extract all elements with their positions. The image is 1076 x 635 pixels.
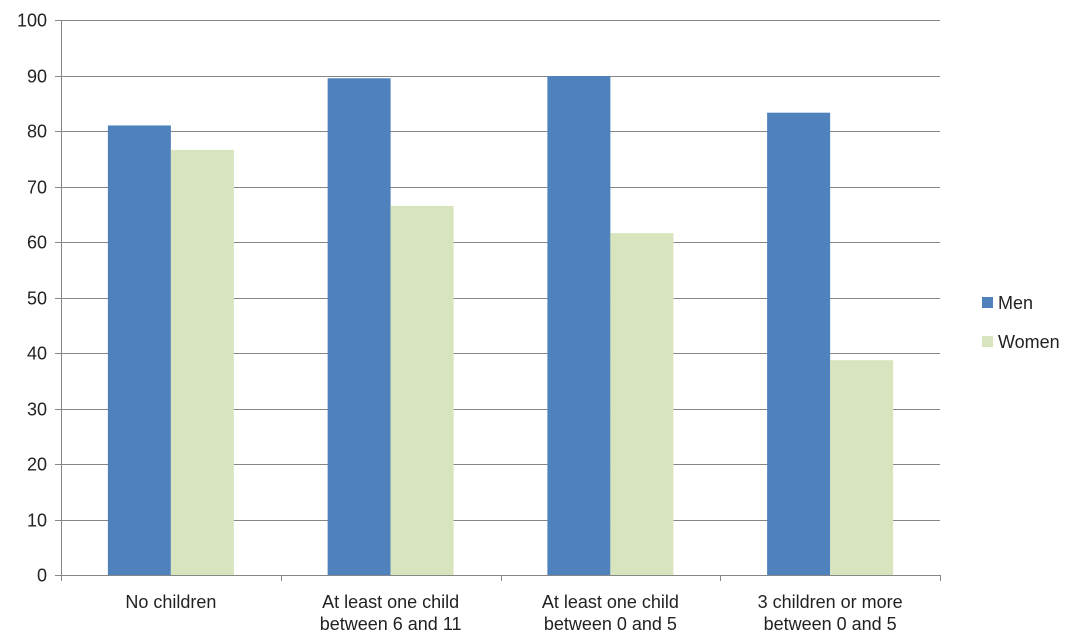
y-tick-label: 0 xyxy=(37,566,47,586)
bar-men-3 xyxy=(767,112,831,575)
y-tick-labels: 0 10 20 30 40 50 60 70 80 90 100 xyxy=(17,11,47,586)
x-category-label: At least one child between 6 and 11 xyxy=(320,592,462,634)
x-category-label-line: between 0 and 5 xyxy=(764,614,897,634)
bar-women-0 xyxy=(170,149,234,575)
bar-women-2 xyxy=(610,233,674,575)
bars xyxy=(107,76,894,576)
y-tick-label: 50 xyxy=(27,289,47,309)
x-category-label: 3 children or more between 0 and 5 xyxy=(758,592,903,634)
legend-swatch-men xyxy=(982,297,993,308)
bar-men-2 xyxy=(547,76,611,576)
y-tick-label: 30 xyxy=(27,400,47,420)
bar-women-1 xyxy=(390,205,454,576)
legend: Men Women xyxy=(982,293,1060,352)
y-tick-label: 20 xyxy=(27,455,47,475)
y-tick-label: 40 xyxy=(27,344,47,364)
legend-swatch-women xyxy=(982,336,993,347)
x-category-label-line: No children xyxy=(125,592,216,612)
y-tick-label: 80 xyxy=(27,122,47,142)
axes xyxy=(55,20,941,581)
x-category-labels: No children At least one child between 6 a… xyxy=(125,592,902,634)
legend-label-men: Men xyxy=(998,293,1033,313)
y-tick-label: 100 xyxy=(17,11,47,31)
x-category-label: No children xyxy=(125,592,216,612)
x-category-label: At least one child between 0 and 5 xyxy=(542,592,679,634)
x-category-label-line: between 6 and 11 xyxy=(320,614,462,634)
x-category-label-line: 3 children or more xyxy=(758,592,903,612)
bar-women-3 xyxy=(830,360,894,575)
y-tick-label: 90 xyxy=(27,67,47,87)
y-tick-label: 70 xyxy=(27,178,47,198)
bar-men-0 xyxy=(107,125,171,575)
y-tick-label: 60 xyxy=(27,233,47,253)
x-category-label-line: At least one child xyxy=(322,592,459,612)
x-category-label-line: At least one child xyxy=(542,592,679,612)
y-tick-label: 10 xyxy=(27,511,47,531)
x-category-label-line: between 0 and 5 xyxy=(544,614,677,634)
bar-men-1 xyxy=(327,78,391,576)
legend-label-women: Women xyxy=(998,332,1060,352)
